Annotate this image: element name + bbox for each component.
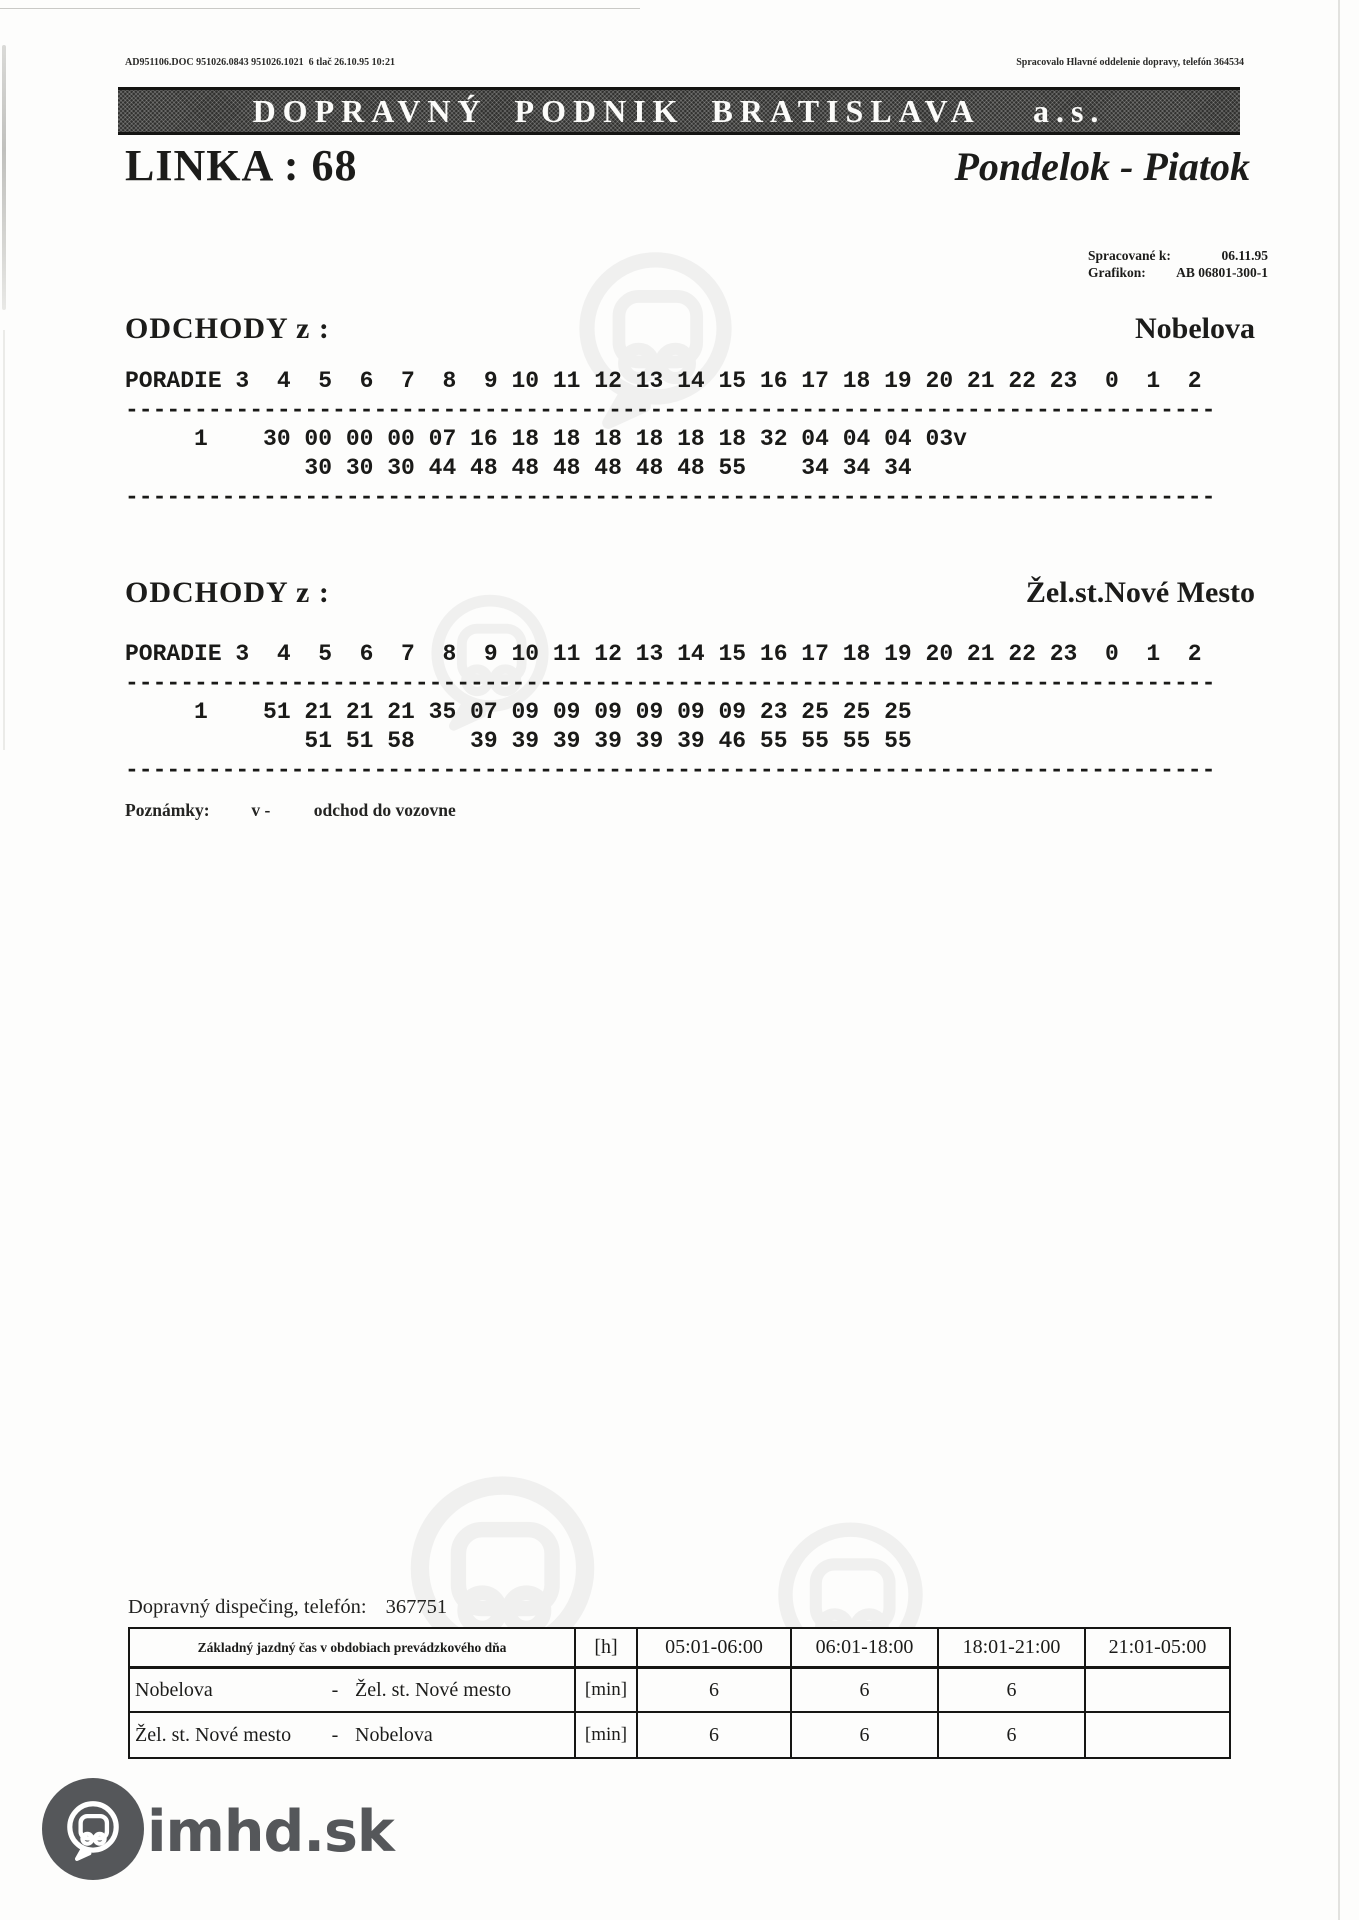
scan-artifact-right-edge	[1338, 0, 1340, 1920]
document-meta-row: AD951106.DOC 951026.0843 951026.1021 6 t…	[125, 57, 1244, 68]
timetable-header-row: PORADIE 3 4 5 6 7 8 9 10 11 12 13 14 15 …	[125, 641, 1202, 667]
grafikon-line: Grafikon: AB 06801-300-1	[1088, 264, 1268, 281]
route-from: Žel. st. Nové mesto	[135, 1723, 292, 1746]
timetable-divider: ----------------------------------------…	[125, 484, 1216, 510]
section-departures-nobelova-head: ODCHODY z : Nobelova	[125, 312, 1255, 346]
timetable-divider: ----------------------------------------…	[125, 670, 1216, 696]
timetable-row-1a: 1 30 00 00 00 07 16 18 18 18 18 18 18 32…	[125, 426, 967, 452]
travel-time-value: 6	[638, 1713, 792, 1757]
travel-time-value: 6	[792, 1669, 939, 1713]
timetable-row-1b: 51 51 58 39 39 39 39 39 39 46 55 55 55 5…	[125, 728, 912, 754]
note-text: odchod do vozovne	[313, 800, 456, 820]
bus-pin-icon	[60, 1796, 126, 1862]
section-departures-zelstnovemesto-head: ODCHODY z : Žel.st.Nové Mesto	[125, 576, 1255, 610]
travel-table-route-row-2: Žel. st. Nové mesto - Nobelova	[130, 1713, 576, 1757]
company-name: DOPRAVNÝ PODNIK BRATISLAVA a.s.	[252, 92, 1106, 129]
stop-name-zel-st-nove-mesto: Žel.st.Nové Mesto	[1025, 576, 1255, 609]
travel-table-header-title: Základný jazdný čas v obdobiach prevádzk…	[130, 1629, 576, 1669]
travel-time-value: 6	[939, 1713, 1086, 1757]
notes-row: Poznámky: v - odchod do vozovne	[125, 800, 456, 821]
travel-time-value: 6	[792, 1713, 939, 1757]
travel-time-table: Základný jazdný čas v obdobiach prevádzk…	[128, 1627, 1231, 1759]
timetable-divider: ----------------------------------------…	[125, 757, 1216, 783]
route-dash: -	[331, 1723, 339, 1746]
departures-heading: ODCHODY z :	[125, 576, 330, 609]
processing-details: Spracované k: 06.11.95 Grafikon: AB 0680…	[1088, 247, 1268, 281]
processed-date-line: Spracované k: 06.11.95	[1088, 247, 1268, 264]
timetable-divider: ----------------------------------------…	[125, 397, 1216, 423]
processed-date-value: 06.11.95	[1221, 248, 1268, 263]
route-dash: -	[331, 1678, 339, 1701]
document-file-info: AD951106.DOC 951026.0843 951026.1021 6 t…	[125, 57, 395, 68]
scan-artifact-top-edge	[0, 8, 640, 9]
service-days-title: Pondelok - Piatok	[954, 144, 1250, 189]
note-symbol: v -	[251, 800, 271, 820]
departures-table-zelstnovemesto: PORADIE 3 4 5 6 7 8 9 10 11 12 13 14 15 …	[125, 640, 1215, 785]
travel-time-value-empty	[1086, 1713, 1229, 1757]
departures-table-nobelova: PORADIE 3 4 5 6 7 8 9 10 11 12 13 14 15 …	[125, 367, 1215, 512]
grafikon-label: Grafikon:	[1088, 265, 1146, 280]
travel-table-header-unit: [h]	[576, 1629, 638, 1669]
stop-name-nobelova: Nobelova	[1135, 312, 1255, 345]
route-to: Žel. st. Nové mesto	[355, 1678, 512, 1701]
dispatch-phone-line: Dopravný dispečing, telefón: 367751	[128, 1596, 447, 1619]
imhd-logo	[42, 1778, 144, 1880]
travel-table-header-period-3: 18:01-21:00	[939, 1629, 1086, 1669]
travel-table-header-period-1: 05:01-06:00	[638, 1629, 792, 1669]
departures-heading: ODCHODY z :	[125, 312, 330, 345]
notes-label: Poznámky:	[125, 800, 210, 820]
scan-artifact-left-streak-2	[3, 330, 5, 750]
line-number-title: LINKA : 68	[125, 141, 358, 190]
dispatch-phone-number: 367751	[385, 1596, 448, 1618]
dispatch-label: Dopravný dispečing, telefón:	[128, 1596, 367, 1618]
document-processing-info: Spracovalo Hlavné oddelenie dopravy, tel…	[1016, 57, 1244, 68]
travel-table-header-period-2: 06:01-18:00	[792, 1629, 939, 1669]
imhd-logo-text: imhd.sk	[147, 1799, 395, 1865]
timetable-row-1b: 30 30 30 44 48 48 48 48 48 48 55 34 34 3…	[125, 455, 912, 481]
travel-time-value: 6	[638, 1669, 792, 1713]
travel-table-unit-row-2: [min]	[576, 1713, 638, 1757]
travel-table-unit-row-1: [min]	[576, 1669, 638, 1713]
travel-table-header-period-4: 21:01-05:00	[1086, 1629, 1229, 1669]
travel-time-value: 6	[939, 1669, 1086, 1713]
timetable-row-1a: 1 51 21 21 21 35 07 09 09 09 09 09 09 23…	[125, 699, 912, 725]
travel-time-value-empty	[1086, 1669, 1229, 1713]
timetable-header-row: PORADIE 3 4 5 6 7 8 9 10 11 12 13 14 15 …	[125, 368, 1202, 394]
grafikon-value: AB 06801-300-1	[1176, 265, 1268, 280]
company-banner: DOPRAVNÝ PODNIK BRATISLAVA a.s.	[118, 87, 1240, 135]
route-from: Nobelova	[135, 1678, 213, 1701]
processed-date-label: Spracované k:	[1088, 248, 1171, 263]
scan-artifact-left-streak	[2, 45, 6, 310]
travel-table-route-row-1: Nobelova - Žel. st. Nové mesto	[130, 1669, 576, 1713]
title-row: LINKA : 68 Pondelok - Piatok	[125, 140, 1250, 191]
route-to: Nobelova	[355, 1723, 433, 1746]
